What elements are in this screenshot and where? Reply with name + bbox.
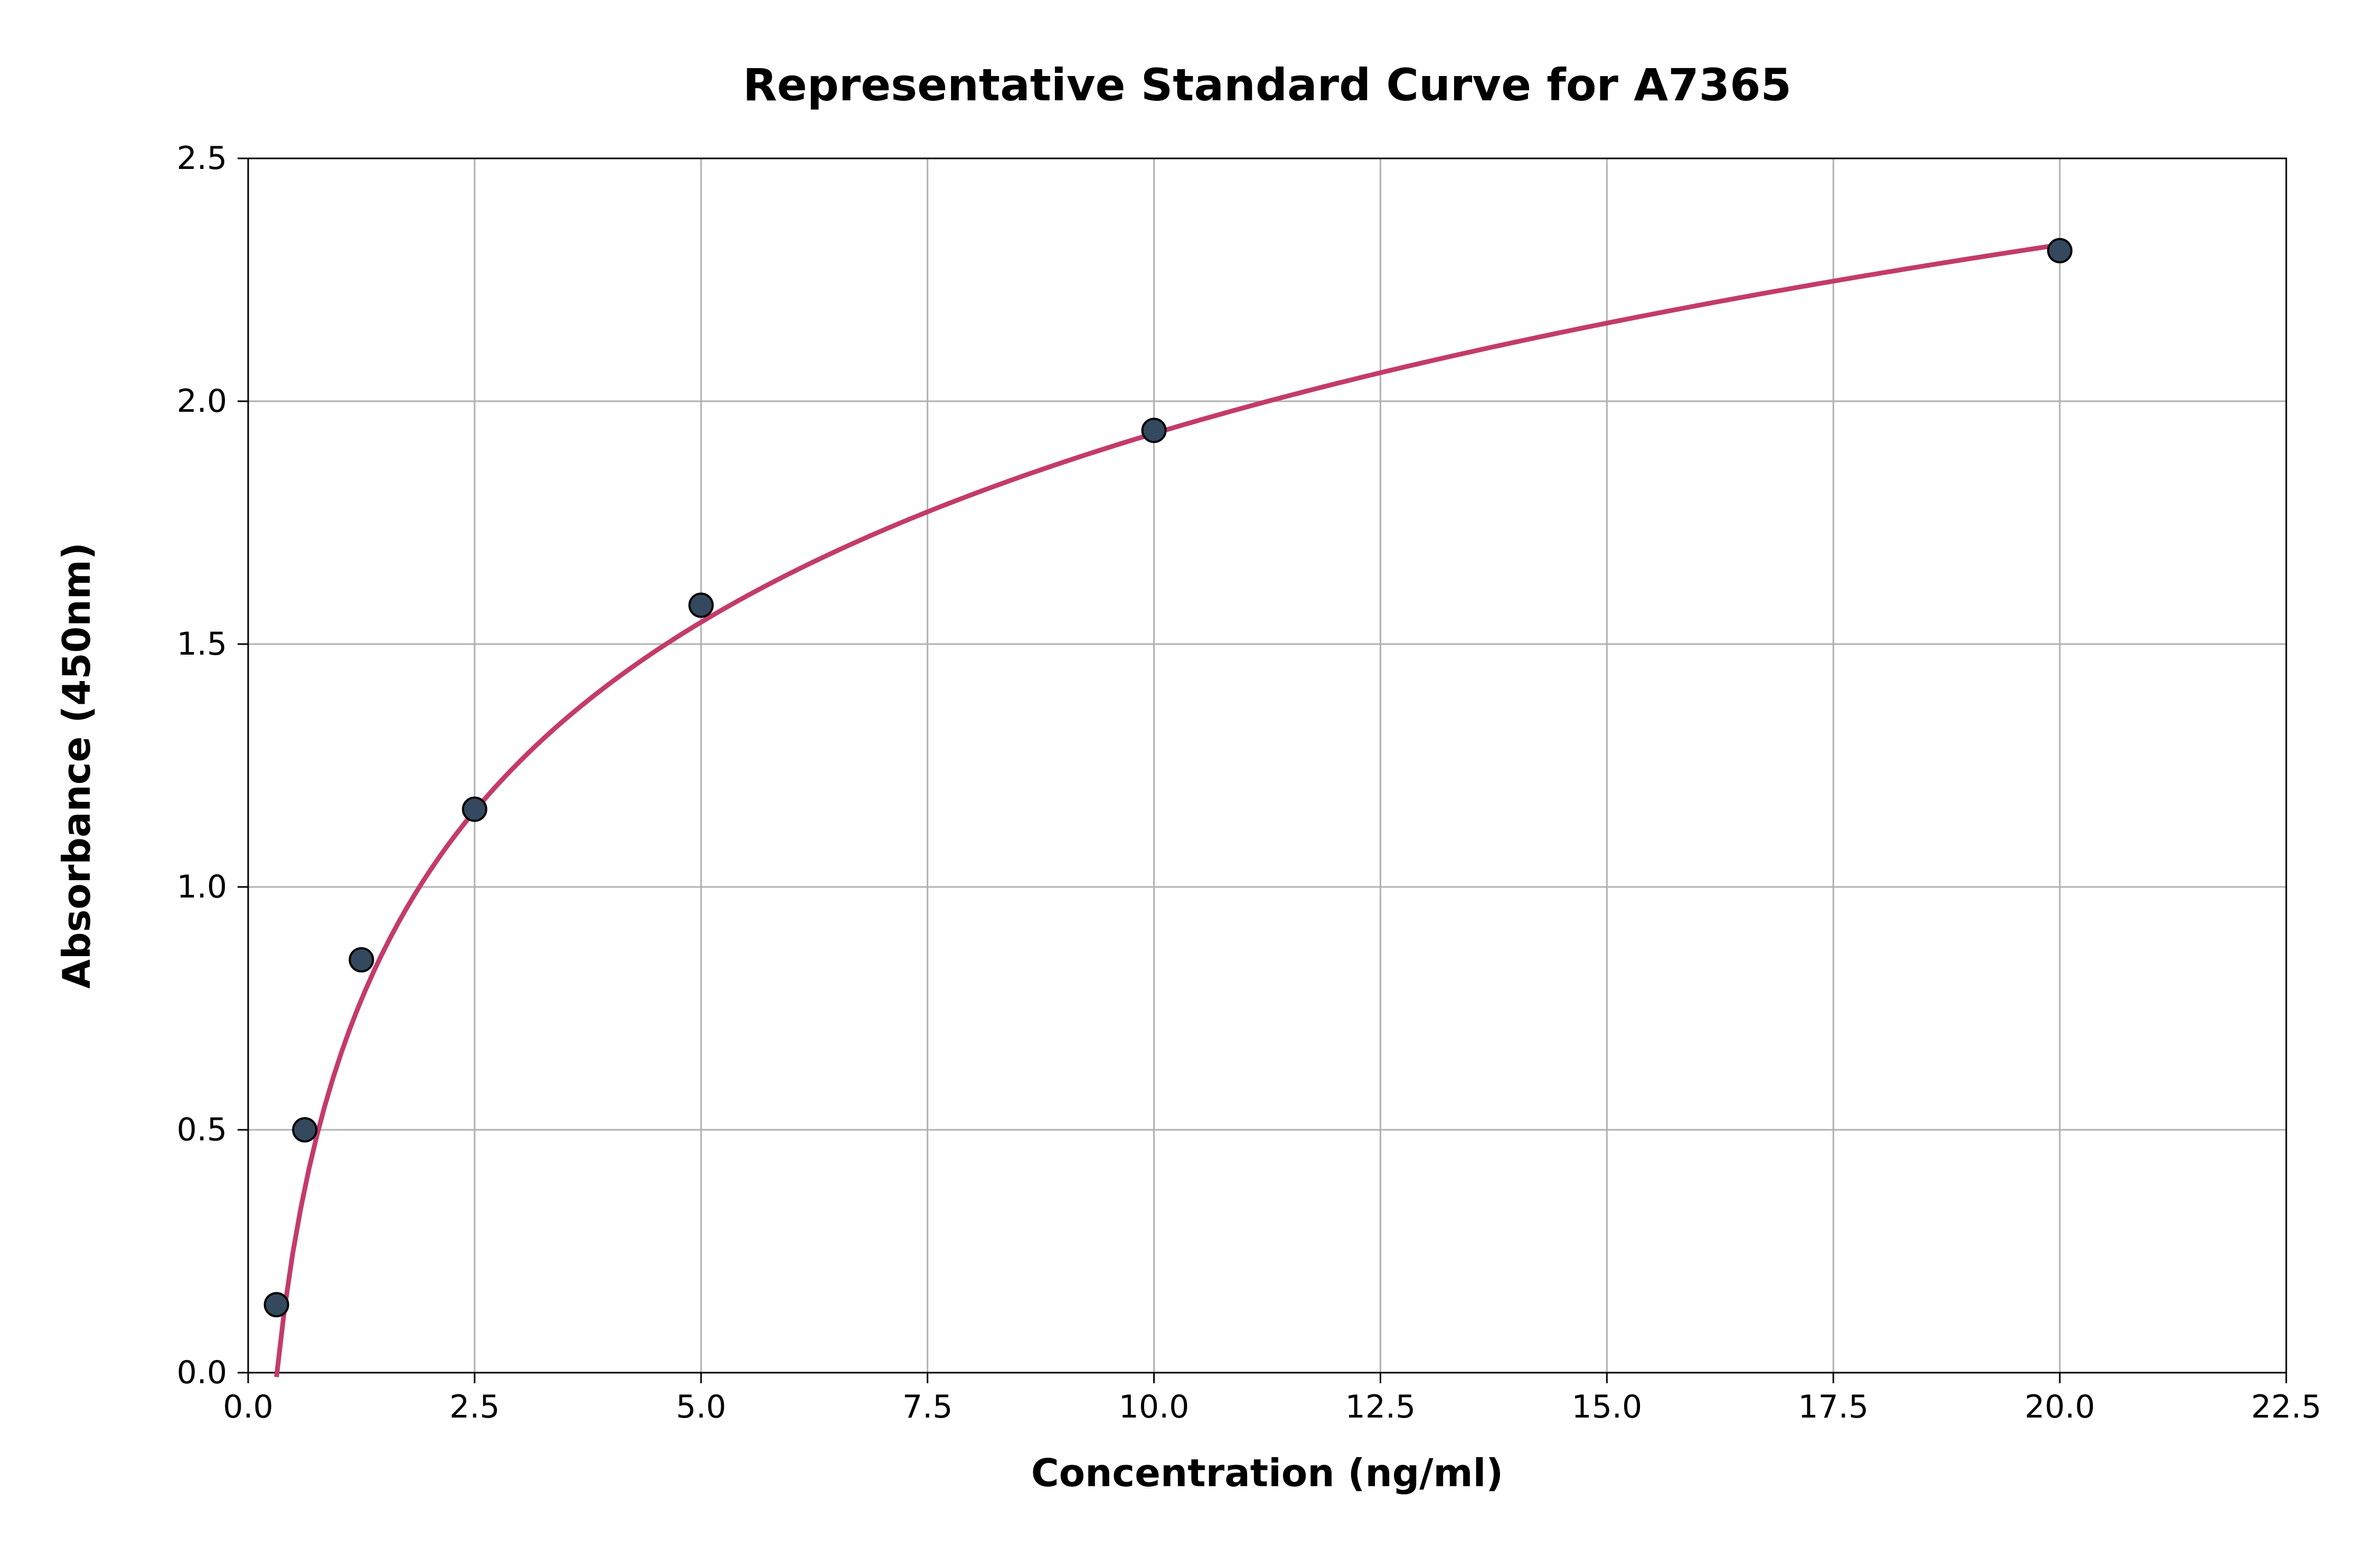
data-point	[293, 1118, 316, 1141]
x-tick-label: 15.0	[1572, 1388, 1643, 1425]
x-tick-label: 22.5	[2251, 1388, 2322, 1425]
x-tick-label: 12.5	[1345, 1388, 1416, 1425]
chart-title: Representative Standard Curve for A7365	[743, 59, 1792, 111]
y-tick-label: 0.0	[177, 1354, 227, 1391]
data-point	[690, 593, 713, 617]
y-tick-label: 2.0	[177, 383, 227, 420]
x-tick-label: 5.0	[676, 1388, 726, 1425]
data-point	[2048, 239, 2071, 262]
data-point	[463, 798, 486, 821]
x-axis-label: Concentration (ng/ml)	[1031, 1451, 1503, 1495]
y-tick-label: 0.5	[177, 1111, 227, 1148]
x-tick-label: 2.5	[449, 1388, 499, 1425]
x-tick-label: 20.0	[2024, 1388, 2095, 1425]
chart-container: 0.0 2.5 5.0 7.5 10.0 12.5 15.0 17.5 20.0 22.5 0.0…	[0, 0, 2376, 1568]
data-point	[265, 1293, 288, 1316]
y-tick-label: 1.5	[177, 626, 227, 663]
x-tick-label: 17.5	[1798, 1388, 1869, 1425]
y-axis-label: Absorbance (450nm)	[54, 542, 99, 988]
x-tick-label: 0.0	[223, 1388, 273, 1425]
x-tick-label: 10.0	[1119, 1388, 1190, 1425]
y-tick-label: 1.0	[177, 868, 227, 905]
chart-background	[0, 0, 2376, 1568]
x-tick-label: 7.5	[902, 1388, 953, 1425]
chart-svg: 0.0 2.5 5.0 7.5 10.0 12.5 15.0 17.5 20.0 22.5 0.0…	[0, 0, 2376, 1568]
y-tick-label: 2.5	[177, 140, 227, 177]
data-point	[1143, 419, 1166, 442]
data-point	[350, 948, 373, 971]
